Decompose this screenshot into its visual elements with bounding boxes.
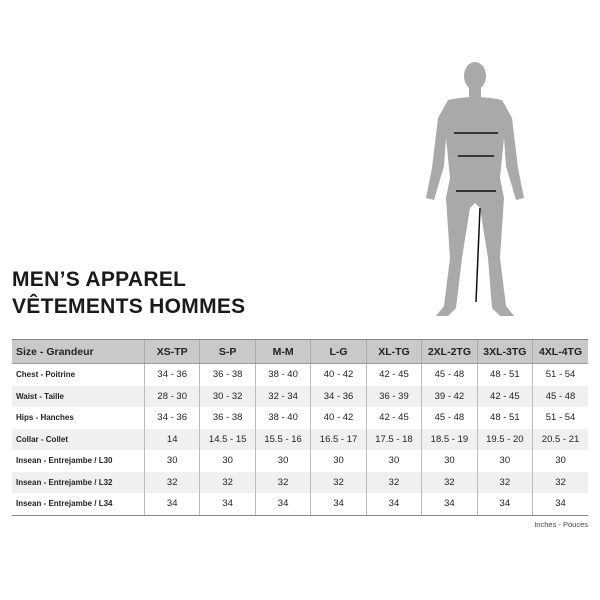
table-cell: 42 - 45 [365,407,422,429]
table-row: Collar - Collet 14 14.5 - 15 15.5 - 16 16.5 … [12,428,588,450]
table-cell: 40 - 42 [310,407,367,429]
table-cell: 30 [310,450,367,472]
table-cell: 17.5 - 18 [365,428,422,450]
table-cell: 32 [532,471,588,493]
table-cell: 34 [532,493,588,516]
table-cell: 30 [476,450,533,472]
table-cell: 34 [476,493,533,516]
table-row: Hips - Hanches 34 - 36 36 - 38 38 - 40 40 - … [12,407,588,429]
row-label: Insean - Entrejambe / L32 [12,471,145,493]
table-row: Insean - Entrejambe / L30 30 30 30 30 30 30 30 3… [12,450,588,472]
table-cell: 30 [199,450,256,472]
table-cell: 16.5 - 17 [310,428,367,450]
table-cell: 45 - 48 [532,385,588,407]
table-cell: 19.5 - 20 [476,428,533,450]
table-cell: 40 - 42 [310,363,367,386]
column-header: Size - Grandeur [12,339,145,364]
table-cell: 36 - 39 [365,385,422,407]
table-cell: 34 [199,493,256,516]
table-cell: 28 - 30 [143,385,200,407]
table-cell: 38 - 40 [254,407,311,429]
column-header: 3XL-3TG [476,339,533,364]
title-english: MEN’S APPAREL [12,268,187,291]
table-cell: 39 - 42 [421,385,478,407]
table-cell: 30 [143,450,200,472]
table-cell: 45 - 48 [421,363,478,386]
row-label: Chest - Poitrine [16,370,76,380]
table-row: Chest - Poitrine 34 - 36 36 - 38 38 - 40 40 … [12,363,588,386]
table-cell: 18.5 - 19 [421,428,478,450]
table-cell: 42 - 45 [476,385,533,407]
table-cell: 20.5 - 21 [532,428,588,450]
row-label: Collar - Collet [12,428,145,450]
table-cell: 38 - 40 [254,363,311,386]
table-row: Insean - Entrejambe / L32 32 32 32 32 32 32 32 3… [12,471,588,493]
units-note: Inches - Pouces [534,520,588,529]
table-cell: 48 - 51 [476,363,533,386]
column-header: XS-TP [143,339,200,364]
column-header: 2XL-2TG [421,339,478,364]
table-cell: 34 - 36 [143,363,200,386]
table-cell: 34 [143,493,200,516]
table-cell: 34 - 36 [143,407,200,429]
table-cell: 42 - 45 [365,363,422,386]
column-header: S-P [199,339,256,364]
row-label: Hips - Hanches [16,413,74,423]
table-cell: 34 - 36 [310,385,367,407]
column-header: 4XL-4TG [532,339,588,364]
table-cell: 30 [421,450,478,472]
row-label: Waist - Taille [12,385,145,407]
table-cell: 32 [476,471,533,493]
column-header: L-G [310,339,367,364]
row-label: Insean - Entrejambe / L30 [16,456,113,466]
row-label: Insean - Entrejambe / L34 [12,493,145,516]
table-cell: 32 [310,471,367,493]
page-title: MEN’S APPAREL VÊTEMENTS HOMMES [12,266,245,320]
table-cell: 32 [143,471,200,493]
column-header: XL-TG [365,339,422,364]
table-cell: 32 [199,471,256,493]
column-header: M-M [254,339,311,364]
table-cell: 30 [532,450,588,472]
table-header-row: Size - Grandeur XS-TP S-P M-M L-G XL-TG 2XL-2T… [12,339,588,364]
table-cell: 34 [254,493,311,516]
table-cell: 30 [365,450,422,472]
table-cell: 34 [365,493,422,516]
body-measurement-figure [426,62,524,316]
table-cell: 51 - 54 [532,407,588,429]
size-chart-table: Size - Grandeur XS-TP S-P M-M L-G XL-TG 2XL-2T… [12,339,588,516]
table-cell: 32 [421,471,478,493]
table-cell: 48 - 51 [476,407,533,429]
table-cell: 36 - 38 [199,407,256,429]
table-cell: 30 [254,450,311,472]
table-row: Insean - Entrejambe / L34 34 34 34 34 34 34 34 3… [12,493,588,516]
table-cell: 45 - 48 [421,407,478,429]
table-cell: 51 - 54 [532,363,588,386]
table-cell: 36 - 38 [199,363,256,386]
table-cell: 14.5 - 15 [199,428,256,450]
table-row: Waist - Taille 28 - 30 30 - 32 32 - 34 34 - … [12,385,588,407]
table-cell: 32 [365,471,422,493]
table-cell: 30 - 32 [199,385,256,407]
title-french: VÊTEMENTS HOMMES [12,295,246,318]
table-cell: 32 - 34 [254,385,311,407]
table-cell: 15.5 - 16 [254,428,311,450]
table-cell: 34 [310,493,367,516]
table-cell: 34 [421,493,478,516]
table-cell: 14 [143,428,200,450]
table-cell: 32 [254,471,311,493]
